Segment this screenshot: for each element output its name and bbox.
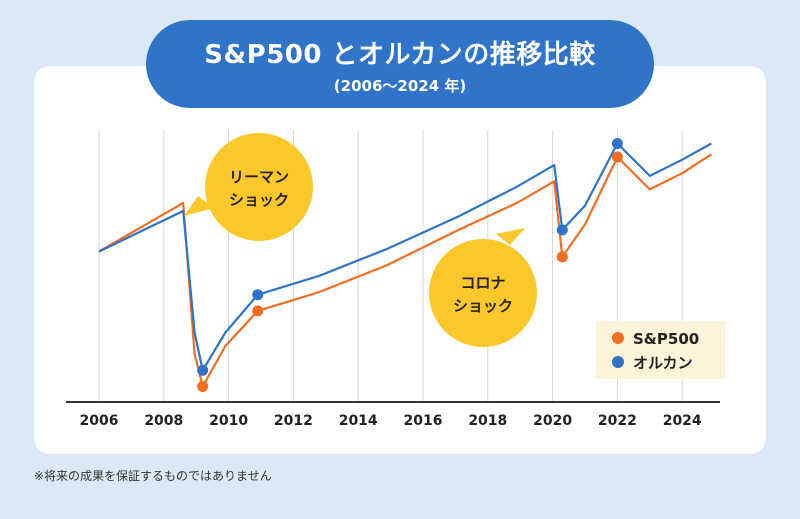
legend-marker-orukan — [612, 356, 624, 368]
bubble-line1: リーマン — [229, 168, 289, 186]
marker-orukan-2010.9 — [252, 289, 264, 301]
x-tick-label-2016: 2016 — [404, 413, 443, 429]
bubble-line2: ショック — [453, 297, 513, 315]
x-tick-label-2020: 2020 — [533, 413, 572, 429]
title-banner: S&P500 とオルカンの推移比較 (2006〜2024 年) — [146, 20, 654, 108]
x-tick-label-2014: 2014 — [339, 413, 378, 429]
marker-orukan-2022 — [611, 138, 623, 149]
x-tick-labels: 2006 2008 2010 2012 2014 2016 2018 2020 2022 2024 — [80, 413, 702, 429]
bubble-circle — [429, 239, 537, 347]
page-title: S&P500 とオルカンの推移比較 — [204, 40, 596, 70]
marker-sp500-2009.2 — [197, 381, 209, 392]
legend-box — [596, 321, 725, 379]
marker-sp500-2020.3 — [556, 251, 568, 263]
lehman-shock-bubble: リーマン ショック — [184, 133, 313, 241]
x-tick-label-2008: 2008 — [144, 413, 183, 429]
series-markers — [197, 138, 623, 392]
marker-sp500-2010.9 — [252, 305, 264, 317]
grid-lines — [98, 130, 683, 402]
bubble-tail — [496, 228, 525, 245]
legend-marker-sp500 — [612, 332, 624, 344]
legend-label-sp500: S&P500 — [633, 330, 699, 348]
series-line-orukan — [98, 142, 712, 372]
corona-shock-bubble: コロナ ショック — [429, 228, 537, 347]
bubble-line2: ショック — [229, 191, 289, 209]
legend: S&P500 オルカン — [596, 321, 725, 379]
x-tick-label-2018: 2018 — [468, 413, 507, 429]
marker-orukan-2020.3 — [556, 224, 568, 236]
bubble-circle — [205, 133, 313, 241]
marker-orukan-2009.2 — [197, 364, 209, 376]
series-lines — [98, 142, 712, 388]
x-tick-label-2022: 2022 — [598, 413, 637, 429]
bubble-tail — [184, 196, 214, 216]
bubble-line1: コロナ — [460, 274, 505, 292]
page-subtitle: (2006〜2024 年) — [333, 77, 467, 95]
disclaimer-note: ※将来の成果を保証するものではありません — [34, 469, 272, 483]
x-tick-label-2024: 2024 — [663, 413, 702, 429]
series-line-sp500 — [98, 153, 712, 388]
marker-sp500-2022 — [611, 151, 623, 163]
x-tick-label-2010: 2010 — [209, 413, 248, 429]
x-tick-label-2006: 2006 — [80, 413, 119, 429]
legend-label-orukan: オルカン — [633, 354, 693, 372]
x-tick-label-2012: 2012 — [274, 413, 313, 429]
